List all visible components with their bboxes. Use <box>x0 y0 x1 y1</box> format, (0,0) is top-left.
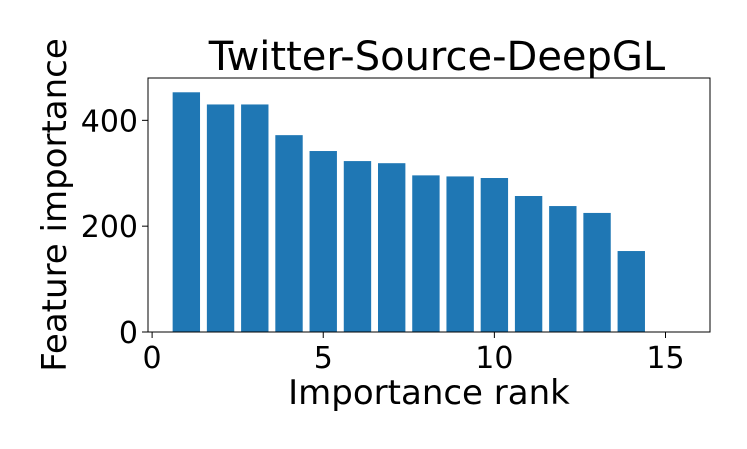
bar <box>241 104 269 332</box>
bar <box>309 151 337 332</box>
bar <box>206 104 235 332</box>
chart-title: Twitter-Source-DeepGL <box>208 34 666 80</box>
x-tick-label: 5 <box>314 341 333 376</box>
bar <box>617 251 645 332</box>
plot-frame <box>147 77 711 333</box>
bar <box>412 175 440 332</box>
bar <box>549 206 577 332</box>
x-axis-label: Importance rank <box>288 373 570 413</box>
bar <box>480 178 509 332</box>
x-tick-label: 0 <box>143 341 162 376</box>
bar <box>446 176 474 332</box>
x-tick-label: 15 <box>646 341 684 376</box>
bar <box>172 92 201 332</box>
bar <box>583 212 611 332</box>
bar <box>378 163 406 332</box>
y-tick-label: 200 <box>81 210 138 245</box>
y-tick-label: 400 <box>81 104 138 139</box>
y-axis-label: Feature importance <box>35 38 75 372</box>
x-tick-label: 10 <box>475 341 513 376</box>
y-tick-label: 0 <box>119 316 138 351</box>
bar <box>343 161 372 332</box>
bar <box>275 135 303 332</box>
bar <box>514 196 543 332</box>
